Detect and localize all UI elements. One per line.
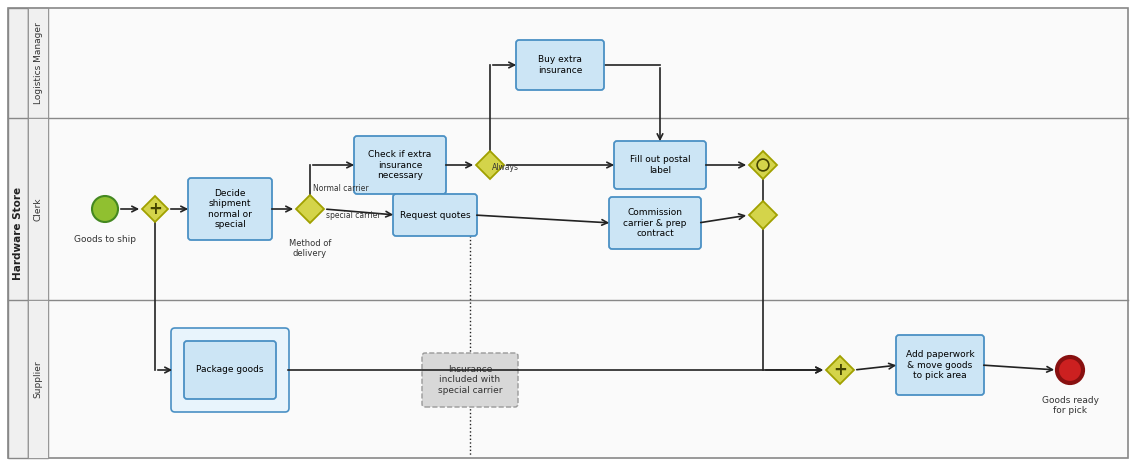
Polygon shape	[826, 356, 854, 384]
Bar	[28, 8, 48, 118]
FancyBboxPatch shape	[609, 197, 701, 249]
Bar	[28, 118, 48, 300]
Text: +: +	[833, 361, 847, 379]
Bar	[8, 8, 28, 458]
Text: Method of
delivery: Method of delivery	[289, 239, 332, 258]
Text: Package goods: Package goods	[197, 366, 264, 375]
Text: Goods to ship: Goods to ship	[74, 235, 136, 244]
FancyBboxPatch shape	[613, 141, 705, 189]
Text: special carrier: special carrier	[326, 211, 381, 220]
Text: Supplier: Supplier	[33, 360, 42, 398]
FancyBboxPatch shape	[393, 194, 477, 236]
FancyBboxPatch shape	[421, 353, 518, 407]
FancyBboxPatch shape	[354, 136, 446, 194]
FancyBboxPatch shape	[184, 341, 276, 399]
FancyBboxPatch shape	[172, 328, 289, 412]
Bar	[28, 8, 48, 458]
FancyBboxPatch shape	[896, 335, 984, 395]
Bar	[28, 300, 48, 458]
Text: Request quotes: Request quotes	[400, 211, 470, 219]
Text: Add paperwork
& move goods
to pick area: Add paperwork & move goods to pick area	[905, 350, 975, 380]
Polygon shape	[476, 151, 504, 179]
Text: Goods ready
for pick: Goods ready for pick	[1042, 396, 1099, 415]
Polygon shape	[296, 195, 324, 223]
Text: Insurance
included with
special carrier: Insurance included with special carrier	[437, 365, 502, 395]
Text: Hardware Store: Hardware Store	[12, 187, 23, 280]
Polygon shape	[749, 201, 777, 229]
Polygon shape	[142, 196, 168, 222]
FancyBboxPatch shape	[187, 178, 272, 240]
Polygon shape	[749, 151, 777, 179]
Text: Clerk: Clerk	[33, 197, 42, 221]
Text: Fill out postal
label: Fill out postal label	[629, 155, 691, 175]
FancyBboxPatch shape	[516, 40, 604, 90]
Text: Buy extra
insurance: Buy extra insurance	[537, 55, 582, 75]
Text: Always: Always	[492, 163, 519, 172]
Circle shape	[92, 196, 118, 222]
Text: Decide
shipment
normal or
special: Decide shipment normal or special	[208, 189, 252, 229]
Text: +: +	[148, 200, 162, 218]
Text: Logistics Manager: Logistics Manager	[33, 22, 42, 104]
Text: Check if extra
insurance
necessary: Check if extra insurance necessary	[368, 150, 432, 180]
Circle shape	[1056, 357, 1083, 383]
Text: Normal carrier: Normal carrier	[314, 184, 368, 193]
Text: Commission
carrier & prep
contract: Commission carrier & prep contract	[624, 208, 686, 238]
